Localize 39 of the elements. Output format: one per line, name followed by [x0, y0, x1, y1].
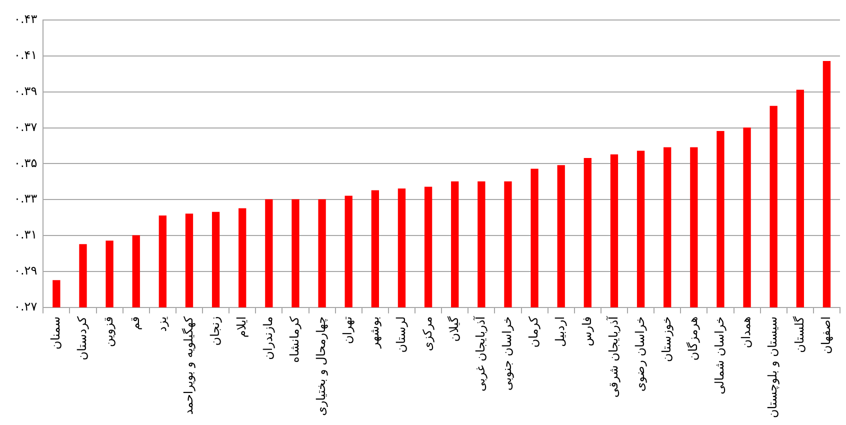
- x-tick-label: زنجان: [208, 316, 222, 346]
- x-tick-label: هرمزگان: [686, 316, 700, 361]
- x-tick-label: سیستان و بلوچستان: [766, 316, 780, 418]
- x-tick-label: مازندران: [261, 316, 276, 360]
- y-tick-label: ۰.۲۹: [14, 264, 38, 278]
- x-tick-label: بوشهر: [367, 316, 382, 350]
- x-tick-label: اردبیل: [553, 316, 568, 347]
- y-tick-label: ۰.۳۳: [14, 192, 38, 206]
- x-tick-label: خراسان جنوبی: [500, 316, 514, 391]
- x-tick-label: ایلام: [234, 316, 248, 338]
- y-tick-label: ۰.۳۱: [14, 228, 38, 242]
- y-tick-label: ۰.۲۷: [14, 300, 38, 314]
- x-tick-label: چهارمحال و بختیاری: [314, 316, 328, 416]
- x-tick-label: یزد: [154, 316, 169, 332]
- x-tick-label: گلستان: [792, 316, 806, 353]
- x-tick-label: خوزستان: [659, 316, 674, 362]
- x-tick-label: کرمان: [526, 316, 541, 348]
- x-tick-label: آذربایجان شرقی: [605, 316, 620, 398]
- x-tick-label: همدان: [739, 316, 754, 348]
- x-tick-label: گیلان: [446, 316, 461, 342]
- x-tick-label: کرمانشاه: [288, 316, 302, 363]
- x-tick-label: آذربایجان غربی: [472, 316, 488, 392]
- x-tick-label: کهگیلویه و بویراحمد: [181, 316, 196, 415]
- x-tick-label: خراسان شمالی: [712, 316, 727, 394]
- x-tick-label: سمنان: [48, 316, 63, 350]
- x-tick-label: تهران: [340, 316, 355, 344]
- y-tick-label: ۰.۴۱: [14, 48, 38, 62]
- x-tick-label: خراسان رضوی: [632, 316, 647, 392]
- x-tick-label: لرستان: [394, 316, 408, 353]
- x-tick-label: اصفهان: [818, 316, 833, 354]
- y-tick-label: ۰.۴۳: [14, 12, 38, 26]
- x-tick-label: قزوین: [102, 316, 116, 348]
- x-tick-label: فارس: [580, 316, 594, 346]
- y-tick-label: ۰.۳۹: [14, 84, 38, 98]
- x-tick-label: مرکزی: [420, 316, 434, 352]
- x-tick-label: کردستان: [75, 316, 90, 360]
- y-tick-label: ۰.۳۷: [14, 120, 38, 134]
- y-tick-label: ۰.۳۵: [14, 156, 38, 170]
- x-tick-label: قم: [128, 316, 142, 330]
